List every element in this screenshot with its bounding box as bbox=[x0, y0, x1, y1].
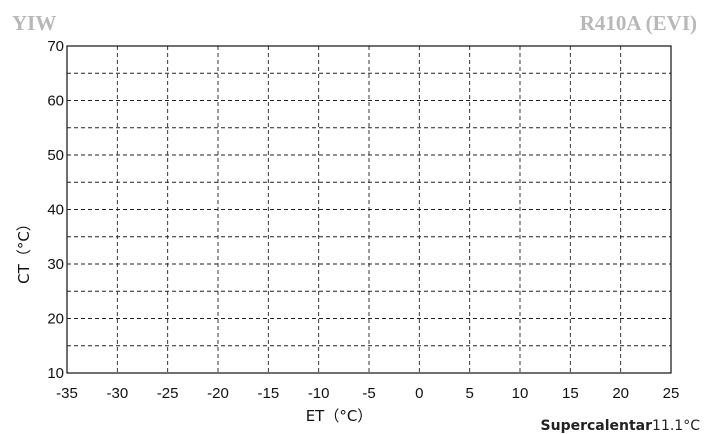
x-tick-label: -20 bbox=[207, 385, 229, 402]
y-tick-label: 50 bbox=[47, 147, 64, 164]
supercalentar-label: Supercalentar bbox=[541, 418, 653, 434]
x-tick-label: 10 bbox=[512, 385, 529, 402]
brand-left: YIW bbox=[12, 11, 56, 35]
y-axis-label: CT（°C） bbox=[15, 216, 33, 284]
supercalentar-note: Supercalentar11.1°C bbox=[541, 418, 701, 434]
x-tick-label: 25 bbox=[663, 385, 680, 402]
x-tick-label: 5 bbox=[465, 385, 473, 402]
x-tick-label: -35 bbox=[56, 385, 78, 402]
y-tick-label: 70 bbox=[47, 38, 64, 55]
grid-lines bbox=[67, 46, 671, 373]
x-tick-label: -5 bbox=[362, 385, 375, 402]
x-tick-label: -10 bbox=[308, 385, 330, 402]
y-tick-label: 20 bbox=[47, 311, 64, 328]
x-tick-label: -25 bbox=[157, 385, 179, 402]
plot-frame bbox=[66, 45, 672, 374]
x-tick-label: 15 bbox=[562, 385, 579, 402]
x-tick-label: -15 bbox=[257, 385, 279, 402]
y-tick-label: 10 bbox=[47, 365, 64, 382]
y-tick-labels: 10 20 30 40 50 60 70 bbox=[47, 38, 64, 382]
y-tick-label: 30 bbox=[47, 256, 64, 273]
y-tick-label: 60 bbox=[47, 93, 64, 110]
x-tick-labels: -35 -30 -25 -20 -15 -10 -5 0 5 10 15 20 25 bbox=[56, 385, 679, 402]
x-tick-label: 20 bbox=[612, 385, 629, 402]
x-tick-label: 0 bbox=[415, 385, 423, 402]
y-tick-label: 40 bbox=[47, 202, 64, 219]
x-tick-label: -30 bbox=[106, 385, 128, 402]
supercalentar-value: 11.1°C bbox=[652, 418, 700, 434]
brand-right: R410A (EVI) bbox=[580, 11, 697, 35]
x-axis-label: ET（°C） bbox=[306, 407, 373, 425]
